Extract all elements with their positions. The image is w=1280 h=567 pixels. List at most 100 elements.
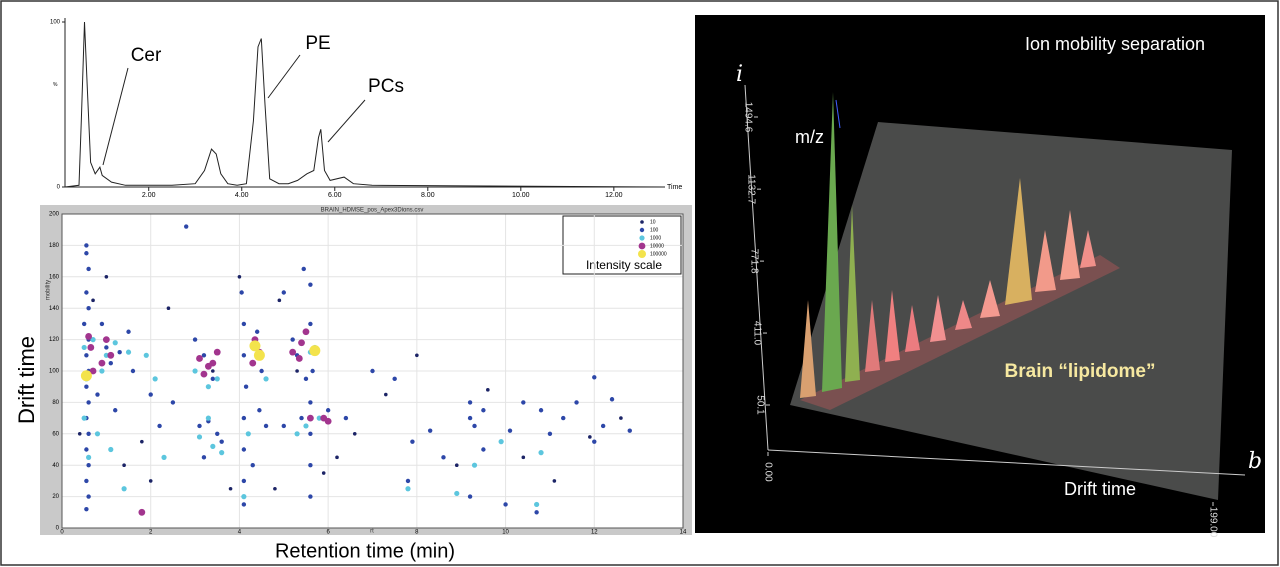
scatter-point — [84, 447, 89, 452]
scatter-point — [552, 479, 557, 483]
scatter-point — [263, 423, 269, 429]
scatter-point — [209, 359, 217, 367]
scatter-point — [301, 266, 306, 272]
z-tick-label: 50.1 — [754, 395, 765, 415]
y-tick-label: 20 — [52, 494, 59, 500]
scatter-point — [253, 349, 265, 361]
legend-label: 10 — [650, 219, 656, 225]
y-tick-label: 120 — [49, 337, 60, 343]
scatter-point — [91, 298, 95, 303]
scatter-point — [547, 431, 553, 436]
legend-title: Intensity scale — [586, 258, 662, 272]
z-tick-label: 1132.7 — [745, 174, 756, 204]
scatter-point — [89, 367, 97, 375]
scatter-point — [619, 416, 623, 420]
scatter-point — [384, 392, 388, 397]
scatter-point — [241, 478, 247, 484]
scatter-point — [205, 415, 211, 421]
scatter-point — [241, 494, 247, 500]
scatter-point — [84, 243, 89, 248]
legend-marker — [639, 235, 645, 241]
scatter-point — [302, 328, 310, 336]
x-tick-label: 14 — [680, 530, 687, 536]
scatter-point — [600, 423, 606, 429]
y-tick-label: 100 — [50, 20, 61, 26]
scatter-point — [454, 463, 459, 468]
scatter-point — [277, 298, 282, 303]
leader-line — [327, 99, 366, 143]
scatter-point — [99, 368, 105, 374]
scatter-point — [325, 408, 331, 413]
scatter-point — [219, 439, 224, 444]
scatter-point — [257, 408, 262, 413]
y-axis-label: Drift time — [14, 336, 39, 424]
scatter-point — [108, 360, 113, 366]
scatter-point — [405, 486, 411, 492]
scatter-point — [588, 435, 592, 439]
y-tick-label: 140 — [49, 306, 60, 312]
scatter-point — [86, 494, 91, 499]
x-tick-label: 10 — [502, 530, 509, 536]
scatter-point — [592, 439, 597, 444]
scatter-point — [81, 344, 87, 351]
scatter-point — [85, 333, 93, 340]
y-tick-label: 200 — [49, 212, 60, 218]
scatter-point — [343, 415, 349, 421]
scatter-point — [467, 494, 473, 499]
scatter-point — [245, 431, 251, 437]
scatter-point — [143, 352, 149, 358]
x-tick-label: 10.00 — [512, 192, 530, 199]
scatter-point — [184, 224, 189, 229]
scatter-point — [84, 353, 89, 358]
scatter-point — [352, 432, 357, 436]
scatter-point — [249, 340, 261, 352]
scatter-point — [87, 344, 95, 351]
scatter-point — [152, 376, 158, 382]
scatter-point — [295, 355, 303, 362]
scatter-point — [192, 337, 198, 342]
scatter-point — [405, 478, 411, 484]
scatter-point — [138, 508, 146, 516]
scatter-point — [263, 376, 269, 382]
legend-label: 10000 — [650, 243, 664, 249]
scatter-point — [84, 290, 89, 295]
scatter-point — [243, 384, 249, 389]
scatter-point — [86, 431, 91, 436]
scatter-point — [454, 490, 460, 497]
scatter-point — [410, 439, 415, 444]
scatter-point — [84, 251, 89, 256]
legend-label: 1000 — [650, 235, 661, 241]
z-axis-label: m/z — [795, 127, 824, 147]
scatter-point — [298, 339, 305, 347]
scatter-point — [107, 351, 115, 359]
scatter-point — [467, 400, 473, 405]
scatter-point — [95, 392, 100, 397]
scatter-point — [503, 502, 508, 507]
scatter-point — [104, 345, 109, 350]
scatter-point — [122, 463, 126, 468]
scatter-point — [200, 370, 208, 378]
scatter-point — [561, 415, 566, 421]
z-tick-label: 1494.6 — [742, 102, 753, 133]
scatter-point — [308, 494, 313, 499]
scatter-point — [121, 486, 127, 492]
scatter-point — [77, 432, 82, 436]
x-tick-label: 199.00 — [1207, 507, 1218, 538]
scatter-point — [481, 408, 486, 413]
legend-marker — [638, 250, 646, 258]
scatter-point — [237, 275, 242, 279]
annotation: Cer — [131, 45, 162, 66]
scatter-point — [81, 415, 87, 421]
scatter-point — [303, 376, 309, 382]
scatter-point — [310, 368, 315, 374]
z-tick-label: 411.0 — [751, 321, 762, 346]
scatter-point — [249, 359, 257, 367]
scatter-point — [609, 397, 615, 402]
scatter-point — [281, 423, 286, 429]
leader-line — [102, 67, 129, 166]
scatter-point — [521, 455, 526, 460]
scatter-point — [241, 321, 247, 327]
x-tick-label: 2 — [149, 530, 153, 536]
scatter-point — [161, 454, 167, 460]
legend-marker — [640, 220, 644, 224]
